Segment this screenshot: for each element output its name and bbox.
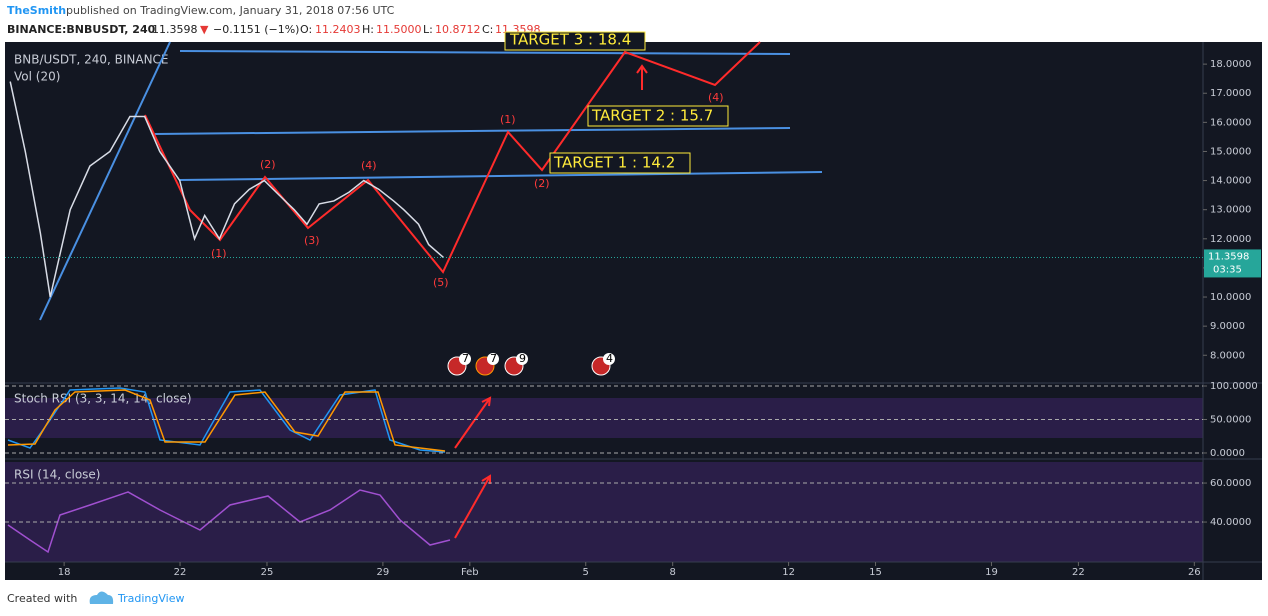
- indicators: [7, 387, 451, 554]
- y-tick-label: 18.0000: [1210, 59, 1251, 70]
- y-tick-label: 50.0000: [1210, 414, 1251, 425]
- target-box: [504, 31, 646, 51]
- stoch-band: [5, 398, 1203, 438]
- event-count[interactable]: 7: [490, 352, 497, 365]
- h-label: H:: [362, 23, 374, 36]
- wave-label: (2): [260, 158, 276, 171]
- author[interactable]: TheSmith: [7, 4, 66, 17]
- x-tick-label: 29: [377, 567, 390, 578]
- wave-label: (3): [304, 234, 320, 247]
- y-tick-label: 15.0000: [1210, 146, 1251, 157]
- x-tick-label: 18: [58, 567, 71, 578]
- x-tick-label: 22: [1072, 567, 1085, 578]
- events: 7 7 9 4: [447, 352, 615, 376]
- last-price-tag: [1204, 249, 1261, 278]
- x-tick-label: 26: [1188, 567, 1201, 578]
- y-tick-label: 100.0000: [1210, 381, 1258, 392]
- x-tick-label: Feb: [461, 567, 479, 578]
- x-tick-label: 22: [174, 567, 187, 578]
- target: TARGET 2 : 15.7: [591, 107, 713, 125]
- x-tick-label: 8: [669, 567, 675, 578]
- pane-title: BNB/USDT, 240, BINANCE: [14, 53, 169, 67]
- event-count[interactable]: 4: [606, 352, 613, 365]
- x-tick-label: 5: [583, 567, 589, 578]
- low: 10.8712: [435, 23, 481, 36]
- created-with: Created with: [7, 592, 77, 605]
- y-tick-label: 9.0000: [1210, 321, 1245, 332]
- pane-title: RSI (14, close): [14, 468, 100, 482]
- last: 11.3598: [152, 23, 198, 36]
- symbol: BINANCE:BNBUSDT, 240: [7, 23, 156, 36]
- target: TARGET 1 : 14.2: [553, 154, 675, 172]
- arrow: ▼: [200, 23, 209, 36]
- change: −0.1151 (−1%): [213, 23, 299, 36]
- y-tick-label: 14.0000: [1210, 176, 1251, 187]
- y-tick-label: 60.0000: [1210, 478, 1251, 489]
- y-tick-label: 13.0000: [1210, 205, 1251, 216]
- trendlines: [39, 41, 823, 321]
- wave-label: (4): [361, 159, 377, 172]
- l-label: L:: [423, 23, 433, 36]
- wave-label: (1): [500, 113, 516, 126]
- c-label: C:: [482, 23, 493, 36]
- x-tick-label: 15: [869, 567, 882, 578]
- o-label: O:: [300, 23, 312, 36]
- wave-label: (1): [211, 247, 227, 260]
- y-tick-label: 17.0000: [1210, 88, 1251, 99]
- price-line: [9, 81, 444, 298]
- published: published on TradingView.com, January 31…: [66, 4, 395, 17]
- x-tick-label: 12: [782, 567, 795, 578]
- brand[interactable]: TradingView: [117, 592, 184, 605]
- x-tick-label: 25: [261, 567, 274, 578]
- wave-label: (5): [433, 276, 449, 289]
- y-tick-label: 0.0000: [1210, 448, 1245, 459]
- last-price-label: 11.3598: [1208, 251, 1249, 262]
- y-tick-label: 12.0000: [1210, 234, 1251, 245]
- y-tick-label: 40.0000: [1210, 517, 1251, 528]
- target-box: [549, 152, 691, 174]
- wave-label: (4): [708, 91, 724, 104]
- y-tick-label: 16.0000: [1210, 117, 1251, 128]
- y-tick-label: 10.0000: [1210, 292, 1251, 303]
- wave-projection: [144, 41, 761, 539]
- wave-label: (2): [534, 177, 550, 190]
- target: TARGET 3 : 18.4: [509, 31, 631, 49]
- high: 11.5000: [376, 23, 422, 36]
- y-tick-label: 8.0000: [1210, 350, 1245, 361]
- target-box: [587, 105, 729, 127]
- logo: [89, 591, 114, 604]
- x-tick-label: 19: [985, 567, 998, 578]
- event-count[interactable]: 9: [519, 352, 526, 365]
- countdown: 03:35: [1213, 264, 1242, 275]
- event-count[interactable]: 7: [462, 352, 469, 365]
- pane-title: Stoch RSI (3, 3, 14, 14, close): [14, 392, 192, 406]
- rsi-band: [5, 462, 1203, 562]
- open: 11.2403: [315, 23, 361, 36]
- pane-subtitle: Vol (20): [14, 70, 60, 84]
